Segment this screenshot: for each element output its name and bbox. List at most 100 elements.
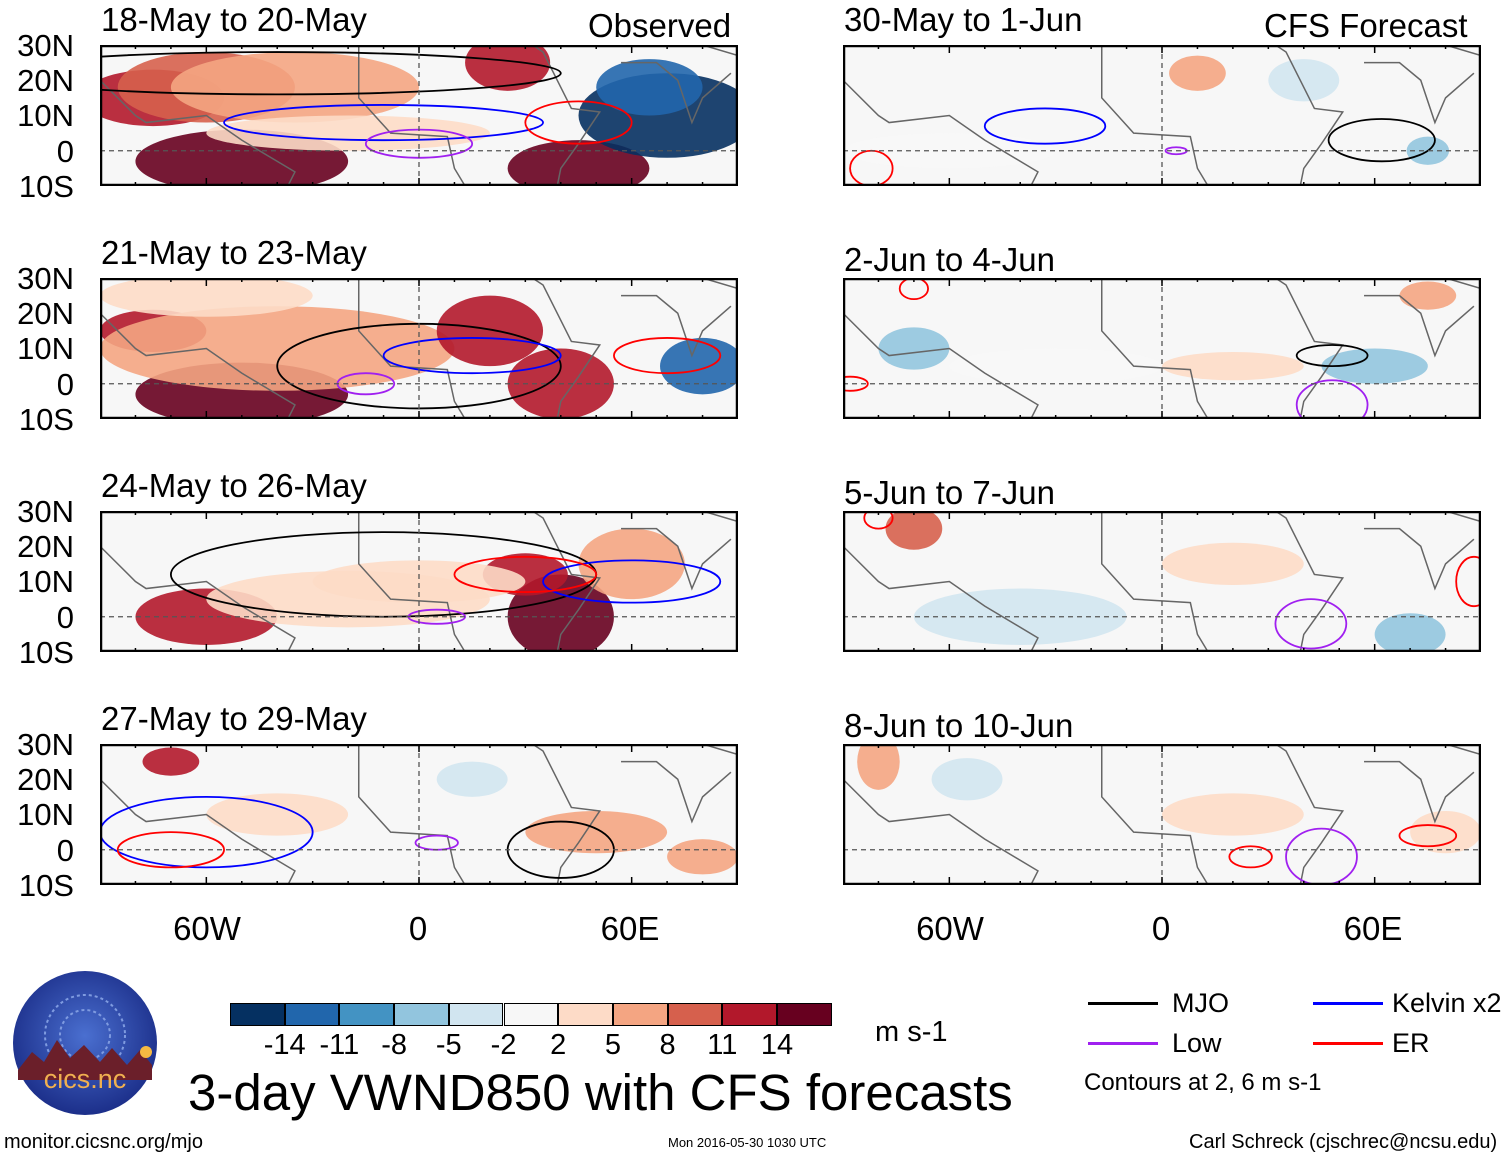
colorbar-level-label: 2 [550, 1029, 567, 1061]
coastline-africa-asia [1100, 744, 1481, 885]
lat-tick-label: 0 [56, 599, 74, 635]
lon-tick-label: 0 [1151, 910, 1171, 947]
anomaly-shading [465, 45, 551, 91]
svg-text:cics.nc: cics.nc [44, 1064, 127, 1094]
map-frame [843, 744, 1481, 885]
lat-tick-label: 30N [17, 494, 74, 529]
coastline-americas [843, 778, 1039, 885]
kelvin-legend-line [1313, 1002, 1383, 1005]
lat-tick-label: 30N [17, 261, 74, 296]
wave-contour [1327, 118, 1436, 163]
panel-title: 24-May to 26-May [101, 467, 367, 504]
colorbar-swatch [612, 1003, 668, 1026]
anomaly-shading [878, 327, 950, 370]
colorbar-swatch [230, 1003, 285, 1026]
lat-tick-label: 20N [17, 63, 74, 99]
panel-title: 5-Jun to 7-Jun [844, 474, 1055, 511]
lat-tick-label: 20N [17, 762, 74, 798]
coastline-africa-asia [357, 744, 738, 885]
colorbar-level-label: -11 [319, 1029, 360, 1061]
lat-tick-label: 30N [17, 28, 74, 63]
coastline-africa-asia [357, 278, 738, 419]
wave-contour [863, 511, 894, 530]
panel-title: 21-May to 23-May [101, 234, 367, 271]
observed-label: Observed [588, 7, 732, 44]
panel-title: 27-May to 29-May [101, 700, 367, 737]
colorbar-level-label: 5 [604, 1029, 621, 1061]
panel-title: 18-May to 20-May [101, 1, 367, 38]
colorbar-level-label: -14 [263, 1029, 306, 1061]
anomaly-shading [436, 761, 508, 797]
cfs-forecast-label: CFS Forecast [1264, 7, 1468, 44]
map-frame [100, 45, 738, 186]
colorbar-level-label: 14 [760, 1029, 794, 1061]
anomaly-shading [931, 758, 1003, 801]
panel-title: 2-Jun to 4-Jun [844, 241, 1055, 278]
wave-contour [116, 831, 225, 869]
coastline-africa-asia [357, 511, 738, 652]
map-frame [843, 45, 1481, 186]
wave-contour [1295, 344, 1369, 368]
map-panel [843, 511, 1481, 652]
map-panel [100, 45, 738, 186]
anomaly-shading [1321, 348, 1428, 384]
lon-tick-label: 60E [600, 910, 660, 947]
colorbar-level-label: -2 [490, 1029, 517, 1061]
colorbar-swatch [722, 1003, 777, 1026]
anomaly-shading [100, 278, 313, 317]
coastline-americas [100, 545, 296, 652]
anomaly-shading [1162, 542, 1304, 586]
anomaly-shading [1162, 352, 1304, 381]
footer-url[interactable]: monitor.cicsnc.org/mjo [4, 1131, 203, 1153]
coastline-americas [100, 778, 296, 885]
anomaly-shading [913, 588, 1127, 645]
lat-tick-label: 0 [56, 366, 74, 402]
colorbar-swatch [448, 1003, 504, 1026]
anomaly-shading [596, 59, 703, 116]
lat-tick-label: 10S [18, 634, 74, 670]
lat-tick-label: 0 [56, 832, 74, 868]
coastline-americas [843, 79, 1039, 186]
wave-contour [542, 559, 722, 604]
map-panel [100, 278, 738, 419]
map-frame [843, 511, 1481, 652]
colorbar-swatch [667, 1003, 723, 1026]
colorbar-level-label: 8 [659, 1029, 676, 1061]
lat-tick-label: 10N [17, 797, 74, 833]
coastline-americas [843, 545, 1039, 652]
anomaly-shading [843, 133, 1056, 169]
anomaly-shading [1169, 55, 1226, 91]
low-legend-line [1088, 1042, 1158, 1045]
wave-contour [1398, 824, 1458, 848]
anomaly-shading [1410, 810, 1481, 854]
wave-contour [382, 337, 562, 375]
panel-title: 30-May to 1-Jun [844, 1, 1083, 38]
lon-tick-label: 0 [408, 910, 428, 947]
colorbar-swatch [558, 1003, 613, 1026]
er-legend-line [1313, 1042, 1383, 1045]
lat-tick-label: 10N [17, 564, 74, 600]
mjo-legend-label: MJO [1172, 988, 1229, 1018]
er-legend-label: ER [1392, 1028, 1430, 1058]
lat-tick-label: 0 [56, 133, 74, 169]
wave-contour [613, 337, 722, 375]
colorbar-level-label: 11 [707, 1029, 738, 1061]
anomaly-shading [1162, 793, 1304, 836]
anomaly-shading [100, 306, 455, 391]
anomaly-shading [578, 528, 685, 600]
lat-tick-label: 10N [17, 98, 74, 134]
wave-contour [1274, 598, 1348, 650]
wave-contour [983, 107, 1107, 145]
lat-tick-label: 20N [17, 529, 74, 565]
map-frame [100, 511, 738, 652]
coastline-americas [100, 312, 296, 419]
coastline-africa-asia [1100, 511, 1481, 652]
map-panel [843, 45, 1481, 186]
wave-contour [1228, 845, 1273, 869]
map-frame [100, 744, 738, 885]
wave-contour [1285, 827, 1358, 885]
mjo-legend-line [1088, 1002, 1158, 1005]
colorbar-swatch [394, 1003, 449, 1026]
anomaly-shading [1268, 59, 1340, 102]
